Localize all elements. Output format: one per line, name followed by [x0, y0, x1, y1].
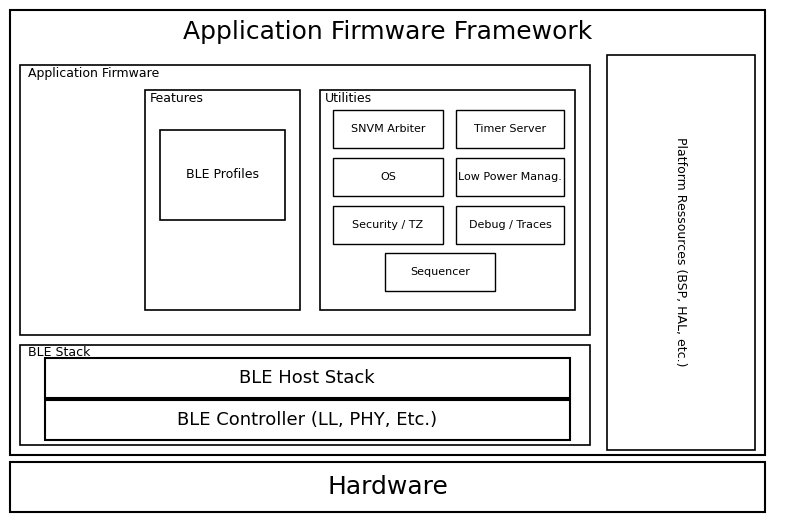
Text: Sequencer: Sequencer — [410, 267, 470, 277]
Text: BLE Stack: BLE Stack — [28, 346, 90, 359]
Bar — [320, 90, 575, 310]
Bar — [10, 462, 765, 512]
Text: Utilities: Utilities — [325, 92, 372, 105]
Text: Platform Ressources (BSP, HAL, etc.): Platform Ressources (BSP, HAL, etc.) — [674, 137, 687, 367]
Text: BLE Controller (LL, PHY, Etc.): BLE Controller (LL, PHY, Etc.) — [177, 411, 437, 429]
Text: Hardware: Hardware — [327, 475, 449, 499]
Bar — [385, 253, 495, 291]
Bar — [456, 158, 564, 196]
Text: OS: OS — [380, 172, 396, 182]
Bar — [607, 55, 755, 450]
Bar — [10, 10, 765, 455]
Bar — [145, 90, 300, 310]
Text: BLE Host Stack: BLE Host Stack — [239, 369, 375, 387]
Text: BLE Profiles: BLE Profiles — [186, 168, 258, 181]
Bar — [160, 130, 285, 220]
Bar — [333, 206, 443, 244]
Bar — [20, 345, 590, 445]
Bar — [20, 65, 590, 335]
Text: Application Firmware: Application Firmware — [28, 67, 159, 80]
Bar — [333, 158, 443, 196]
Text: Application Firmware Framework: Application Firmware Framework — [183, 20, 593, 44]
Text: Security / TZ: Security / TZ — [353, 220, 423, 230]
Bar — [45, 400, 570, 440]
Text: Low Power Manag.: Low Power Manag. — [458, 172, 562, 182]
Text: Features: Features — [150, 92, 204, 105]
Bar — [333, 110, 443, 148]
Bar — [45, 358, 570, 398]
Text: SNVM Arbiter: SNVM Arbiter — [350, 124, 426, 134]
Text: Timer Server: Timer Server — [474, 124, 546, 134]
Bar — [456, 110, 564, 148]
Text: Debug / Traces: Debug / Traces — [469, 220, 551, 230]
Bar — [456, 206, 564, 244]
